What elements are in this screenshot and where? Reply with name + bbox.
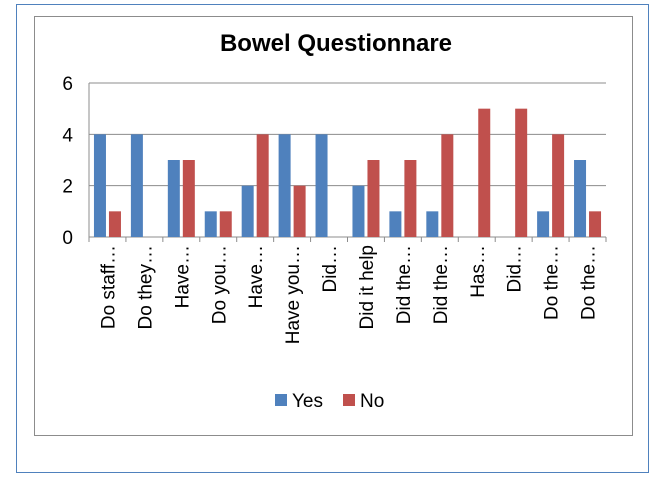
bar-yes [352,185,365,237]
bar-yes [241,185,254,237]
x-category-label: Did… [505,245,526,293]
bar-no [182,160,195,237]
bar-no [256,134,269,237]
bar-yes [426,211,439,237]
bar-no [441,134,454,237]
x-category-label: Do the… [542,245,563,320]
bar-no [589,211,602,237]
y-tick-label: 0 [62,228,73,249]
x-category-label: Did the… [431,245,452,324]
x-category-label: Do you… [209,245,230,324]
bar-no [367,160,380,237]
x-category-label: Have you… [283,245,304,344]
x-category-label: Have… [172,245,193,308]
bar-no [219,211,232,237]
y-tick-label: 2 [62,177,73,198]
bar-no [293,185,306,237]
chart-container: Bowel Questionnare 0 2 4 6 Do staff… Do they… [34,16,633,436]
x-category-label: Do the… [579,245,600,320]
y-tick-label: 4 [62,125,73,146]
bar-yes [93,134,106,237]
y-tick-label: 6 [62,74,73,95]
x-category-label: Have… [246,245,267,308]
bar-no [108,211,121,237]
x-category-label: Did it help [357,245,378,330]
bar-no [478,108,491,238]
bar-yes [315,134,328,237]
x-category-label: Do they… [135,245,156,329]
x-category-label: Did… [320,245,341,293]
bar-chart: Bowel Questionnare 0 2 4 6 Do staff… Do they… [62,30,607,412]
x-category-label: Did the… [394,245,415,324]
bar-yes [130,134,143,237]
chart-title: Bowel Questionnare [220,30,452,57]
legend-label-yes: Yes [292,391,323,412]
legend-swatch-yes [275,394,287,406]
bar-yes [574,160,587,237]
x-category-label: Has… [468,245,489,298]
x-category-label: Do staff… [98,245,119,329]
bar-yes [278,134,291,237]
bar-yes [204,211,217,237]
bar-no [552,134,565,237]
bar-yes [167,160,180,237]
bar-yes [537,211,550,237]
bar-yes [389,211,402,237]
legend-swatch-no [343,394,355,406]
legend-label-no: No [360,391,384,412]
bar-no [404,160,417,237]
bar-no [515,108,528,238]
